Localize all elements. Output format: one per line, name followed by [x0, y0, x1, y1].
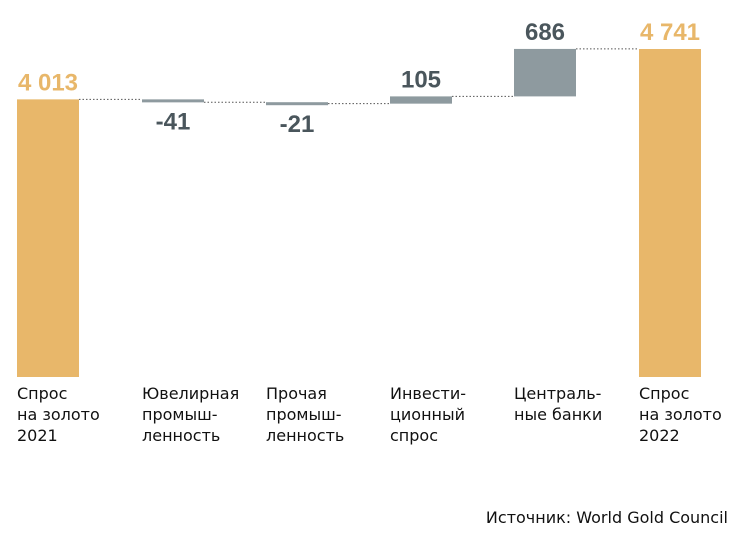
category-label-other-industry: Прочая промыш- ленность — [266, 384, 345, 445]
value-label-6: 4 741 — [640, 19, 700, 46]
category-label-investment: Инвести- ционный спрос — [390, 384, 466, 445]
bar-1 — [17, 99, 79, 377]
category-label-demand-2022: Спрос на золото 2022 — [639, 384, 722, 445]
category-label-demand-2021: Спрос на золото 2021 — [17, 384, 100, 445]
bar-3 — [266, 102, 328, 106]
value-label-1: 4 013 — [18, 69, 78, 96]
category-label-jewelry: Ювелирная промыш- ленность — [142, 384, 240, 445]
value-label-5: 686 — [525, 19, 565, 46]
source-note: Источник: World Gold Council — [485, 508, 728, 527]
value-label-4: 105 — [401, 66, 441, 93]
category-label-central-banks: Централь- ные банки — [514, 384, 603, 424]
bar-4 — [390, 96, 452, 104]
bar-2 — [142, 99, 204, 103]
value-label-3: -21 — [280, 111, 315, 138]
bar-5 — [514, 48, 576, 97]
bar-6 — [639, 49, 701, 377]
value-label-2: -41 — [156, 108, 191, 135]
waterfall-chart: 4 013 -41 -21 105 686 4 741 — [17, 19, 701, 377]
